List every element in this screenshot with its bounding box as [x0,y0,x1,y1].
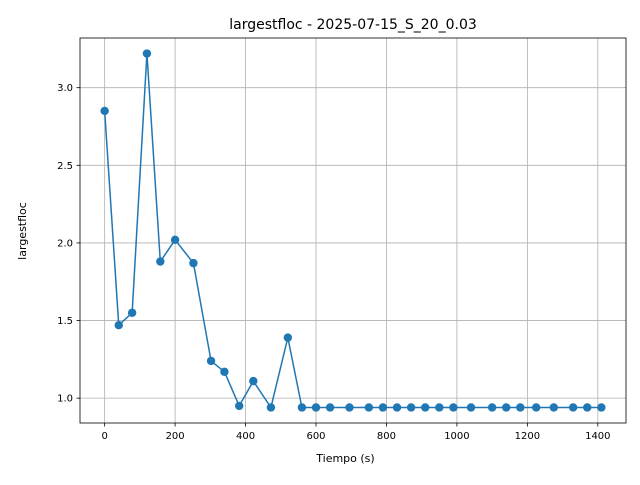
x-tick-label: 1400 [585,431,610,442]
series-layer [100,49,606,412]
data-point [235,401,244,411]
data-point [568,403,578,412]
data-point [249,376,258,386]
y-tick-label: 1.0 [57,394,73,405]
data-point [435,403,444,412]
x-tick-label: 400 [236,431,255,442]
data-point [345,403,354,412]
y-tick-label: 1.5 [57,316,73,327]
y-axis-label: largestfloc [16,202,29,260]
y-tick-label: 2.5 [57,161,73,172]
chart-title: largestfloc - 2025-07-15_S_20_0.03 [229,17,477,33]
grid-layer [80,38,626,423]
data-point [127,308,137,317]
data-point [311,403,321,412]
x-tick-label: 0 [101,431,107,442]
data-point [114,320,123,330]
data-point [378,403,388,412]
y-tick-label: 3.0 [57,83,73,94]
data-point [297,403,307,412]
data-point [189,258,198,268]
data-point [583,403,592,412]
data-point [392,403,402,412]
data-point [100,106,109,116]
data-point [364,403,374,412]
data-point [220,367,229,376]
data-point [206,356,216,366]
data-point [502,403,511,412]
data-point [549,403,558,412]
data-point [283,333,293,342]
x-tick-label: 200 [166,431,185,442]
data-point [449,403,458,412]
data-point [266,403,276,412]
data-point [466,403,476,412]
data-point [531,403,541,412]
x-tick-label: 800 [377,431,396,442]
x-tick-label: 600 [306,431,325,442]
x-tick-label: 1200 [515,431,540,442]
data-point [421,403,430,412]
data-point [170,235,180,245]
plot-frame [79,37,627,424]
data-point [406,403,416,412]
data-point [597,403,606,412]
data-point [487,403,497,412]
data-point [142,49,152,58]
y-tick-label: 2.0 [57,238,73,249]
x-tick-label: 1000 [444,431,469,442]
data-point [325,403,335,412]
data-point [516,403,525,412]
data-point [156,257,165,266]
x-axis-label: Tiempo (s) [315,452,374,465]
ticks-layer: 0 200 400 600 800 1000 1200 1400 1.0 1.5 2.0 2.5 3.0 [57,83,610,442]
